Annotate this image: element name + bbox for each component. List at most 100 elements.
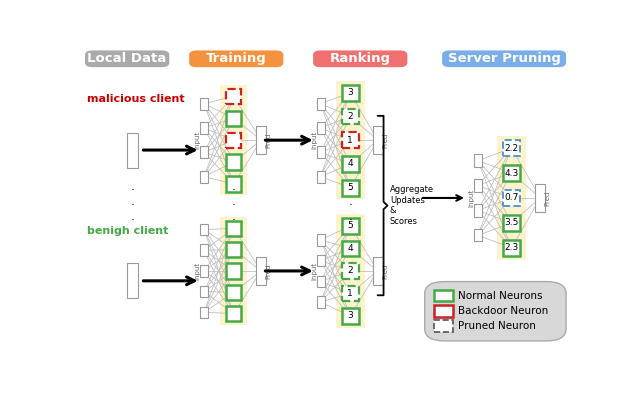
FancyBboxPatch shape — [227, 221, 241, 236]
FancyBboxPatch shape — [336, 81, 365, 199]
Text: 4.3: 4.3 — [504, 169, 518, 177]
Text: Pruned Neuron: Pruned Neuron — [458, 321, 536, 331]
Text: Input: Input — [195, 131, 200, 149]
Text: 2.3: 2.3 — [504, 243, 518, 252]
FancyBboxPatch shape — [434, 320, 454, 332]
Text: Training: Training — [206, 52, 267, 65]
FancyBboxPatch shape — [200, 171, 208, 183]
Text: 2.2: 2.2 — [504, 143, 518, 152]
Text: Input: Input — [468, 189, 474, 207]
FancyBboxPatch shape — [502, 240, 520, 256]
Text: Pred: Pred — [266, 263, 271, 278]
FancyBboxPatch shape — [502, 140, 520, 156]
Text: 3: 3 — [348, 312, 353, 320]
Text: Ranking: Ranking — [330, 52, 391, 65]
FancyBboxPatch shape — [317, 296, 324, 308]
FancyBboxPatch shape — [200, 307, 208, 318]
Text: 2: 2 — [348, 267, 353, 275]
FancyBboxPatch shape — [200, 224, 208, 235]
FancyBboxPatch shape — [85, 51, 170, 67]
FancyBboxPatch shape — [342, 132, 359, 148]
FancyBboxPatch shape — [434, 290, 454, 301]
FancyBboxPatch shape — [317, 234, 324, 246]
Text: Server Pruning: Server Pruning — [447, 52, 561, 65]
FancyBboxPatch shape — [317, 146, 324, 158]
FancyBboxPatch shape — [502, 190, 520, 206]
FancyBboxPatch shape — [434, 305, 454, 316]
Text: Normal Neurons: Normal Neurons — [458, 291, 543, 301]
FancyBboxPatch shape — [127, 263, 138, 298]
FancyBboxPatch shape — [227, 133, 241, 148]
FancyBboxPatch shape — [127, 133, 138, 167]
FancyBboxPatch shape — [227, 285, 241, 300]
FancyBboxPatch shape — [502, 165, 520, 181]
Text: 4: 4 — [348, 244, 353, 253]
Text: Input: Input — [311, 131, 317, 149]
FancyBboxPatch shape — [200, 245, 208, 256]
FancyBboxPatch shape — [342, 308, 359, 324]
Text: Input: Input — [195, 262, 200, 280]
FancyBboxPatch shape — [317, 255, 324, 266]
FancyBboxPatch shape — [200, 122, 208, 134]
Text: Pred: Pred — [382, 132, 388, 148]
FancyBboxPatch shape — [474, 204, 482, 216]
Text: ·
·
·: · · · — [232, 184, 236, 227]
FancyBboxPatch shape — [200, 98, 208, 110]
FancyBboxPatch shape — [227, 306, 241, 321]
FancyBboxPatch shape — [342, 241, 359, 256]
FancyBboxPatch shape — [474, 154, 482, 167]
FancyBboxPatch shape — [256, 257, 266, 285]
Text: 5: 5 — [348, 183, 353, 192]
Text: benigh client: benigh client — [88, 226, 169, 237]
Text: 4: 4 — [348, 160, 353, 168]
FancyBboxPatch shape — [372, 257, 383, 285]
FancyBboxPatch shape — [317, 98, 324, 110]
FancyBboxPatch shape — [227, 154, 241, 170]
Text: ·
·
·: · · · — [131, 184, 134, 227]
FancyBboxPatch shape — [220, 217, 247, 325]
FancyBboxPatch shape — [342, 109, 359, 124]
FancyBboxPatch shape — [474, 179, 482, 192]
Text: malicious client: malicious client — [88, 94, 185, 104]
FancyBboxPatch shape — [342, 85, 359, 101]
Text: Input: Input — [311, 262, 317, 280]
Text: Pred: Pred — [382, 263, 388, 278]
FancyBboxPatch shape — [442, 51, 566, 67]
FancyBboxPatch shape — [220, 85, 247, 195]
FancyBboxPatch shape — [189, 51, 284, 67]
Text: 3.5: 3.5 — [504, 218, 518, 228]
FancyBboxPatch shape — [200, 146, 208, 158]
FancyBboxPatch shape — [313, 51, 407, 67]
FancyBboxPatch shape — [227, 242, 241, 257]
FancyBboxPatch shape — [535, 184, 545, 212]
FancyBboxPatch shape — [474, 229, 482, 241]
Text: Pred: Pred — [266, 132, 271, 148]
FancyBboxPatch shape — [342, 286, 359, 301]
Text: 5: 5 — [348, 222, 353, 230]
Text: Backdoor Neuron: Backdoor Neuron — [458, 306, 548, 316]
Text: Local Data: Local Data — [88, 52, 167, 65]
FancyBboxPatch shape — [425, 282, 566, 341]
FancyBboxPatch shape — [342, 180, 359, 196]
FancyBboxPatch shape — [342, 156, 359, 172]
FancyBboxPatch shape — [317, 171, 324, 183]
Text: 2: 2 — [348, 112, 353, 121]
Text: Aggregate
Updates
&
Scores: Aggregate Updates & Scores — [390, 186, 434, 226]
FancyBboxPatch shape — [317, 122, 324, 134]
FancyBboxPatch shape — [227, 89, 241, 104]
Text: 1: 1 — [348, 289, 353, 298]
Text: Pred: Pred — [545, 190, 551, 206]
Text: 3: 3 — [348, 88, 353, 97]
FancyBboxPatch shape — [372, 126, 383, 154]
Text: 0.7: 0.7 — [504, 194, 518, 203]
FancyBboxPatch shape — [497, 136, 526, 260]
Text: ·
·
·: · · · — [348, 184, 352, 227]
FancyBboxPatch shape — [317, 276, 324, 287]
FancyBboxPatch shape — [342, 263, 359, 279]
Text: 1: 1 — [348, 135, 353, 145]
FancyBboxPatch shape — [227, 176, 241, 192]
FancyBboxPatch shape — [227, 111, 241, 126]
FancyBboxPatch shape — [502, 215, 520, 231]
FancyBboxPatch shape — [227, 263, 241, 278]
FancyBboxPatch shape — [336, 214, 365, 327]
